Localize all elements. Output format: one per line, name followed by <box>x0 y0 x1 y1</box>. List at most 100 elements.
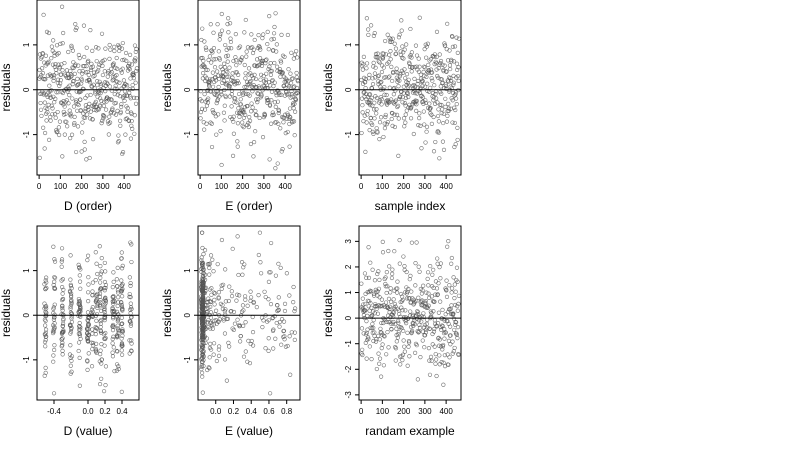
y-tick-label: -1 <box>183 356 192 364</box>
data-point <box>439 360 444 365</box>
data-point <box>269 68 274 73</box>
data-point <box>109 97 114 103</box>
data-point <box>115 265 120 270</box>
data-point <box>215 262 220 267</box>
data-point <box>199 281 204 286</box>
data-point <box>385 119 391 125</box>
data-point <box>427 326 432 331</box>
data-point <box>52 279 57 284</box>
data-point <box>382 92 387 97</box>
data-point <box>268 302 274 307</box>
data-point <box>390 312 395 317</box>
x-tick-label: 300 <box>257 182 271 191</box>
data-point <box>286 67 291 72</box>
data-point <box>125 93 130 98</box>
data-point <box>120 150 126 155</box>
data-point <box>265 29 270 35</box>
data-point <box>217 57 222 62</box>
data-point <box>200 55 205 61</box>
data-point <box>119 302 124 308</box>
data-point <box>56 51 61 56</box>
data-point <box>223 94 228 100</box>
data-point <box>68 331 73 336</box>
data-point <box>234 70 239 75</box>
data-point <box>403 112 408 117</box>
data-point <box>218 129 223 134</box>
data-point <box>258 47 263 52</box>
data-point <box>295 55 300 60</box>
data-point <box>222 61 227 66</box>
data-point <box>366 245 371 250</box>
data-point <box>452 105 457 110</box>
data-point <box>423 330 429 335</box>
data-point <box>101 332 107 337</box>
data-point <box>119 278 124 283</box>
data-point <box>427 372 433 377</box>
data-point <box>368 301 373 306</box>
data-point <box>68 323 73 329</box>
data-point <box>387 264 392 269</box>
data-point <box>402 67 407 72</box>
data-point <box>361 54 366 59</box>
data-point <box>78 97 83 102</box>
data-point <box>72 114 77 119</box>
data-point <box>48 118 53 123</box>
data-point <box>257 62 262 68</box>
data-point <box>287 293 292 298</box>
data-point <box>400 70 406 75</box>
data-point <box>259 63 265 68</box>
data-point <box>442 41 447 46</box>
data-point <box>406 77 411 82</box>
data-point <box>98 319 103 324</box>
data-point <box>95 303 100 308</box>
data-point <box>429 112 434 117</box>
data-point <box>371 60 376 65</box>
data-point <box>293 97 299 102</box>
data-point <box>360 347 365 352</box>
data-point <box>120 282 125 287</box>
data-point <box>113 100 118 106</box>
data-point <box>43 370 48 375</box>
data-point <box>46 59 51 65</box>
data-point <box>94 69 100 74</box>
data-point <box>240 92 246 98</box>
data-point <box>211 290 217 295</box>
data-point <box>252 72 257 77</box>
data-point <box>450 351 455 356</box>
data-point <box>365 94 371 100</box>
data-point <box>253 108 258 114</box>
data-point <box>84 326 90 331</box>
data-point <box>98 329 103 334</box>
data-point <box>212 291 218 296</box>
data-point <box>43 318 48 324</box>
data-point <box>62 104 67 109</box>
data-point <box>59 259 64 264</box>
data-point <box>396 153 401 158</box>
data-point <box>94 350 99 355</box>
data-point <box>207 79 212 84</box>
data-point <box>446 106 451 111</box>
data-point <box>388 286 393 291</box>
data-point <box>119 321 125 326</box>
data-point <box>66 101 71 106</box>
data-point <box>201 333 206 339</box>
data-point <box>37 67 42 73</box>
data-point <box>114 309 120 314</box>
data-point <box>394 290 400 295</box>
data-point <box>213 92 218 98</box>
data-point <box>129 62 135 67</box>
data-point <box>94 108 99 113</box>
y-tick-label: -1 <box>22 356 31 364</box>
data-point <box>288 115 293 120</box>
data-point <box>408 105 413 111</box>
data-point <box>210 84 216 89</box>
data-point <box>436 119 442 124</box>
data-point <box>441 147 447 152</box>
data-point <box>442 353 447 358</box>
data-point <box>282 93 288 98</box>
data-point <box>226 74 231 79</box>
data-point <box>258 260 263 265</box>
data-point <box>397 95 402 100</box>
data-point <box>47 137 52 142</box>
